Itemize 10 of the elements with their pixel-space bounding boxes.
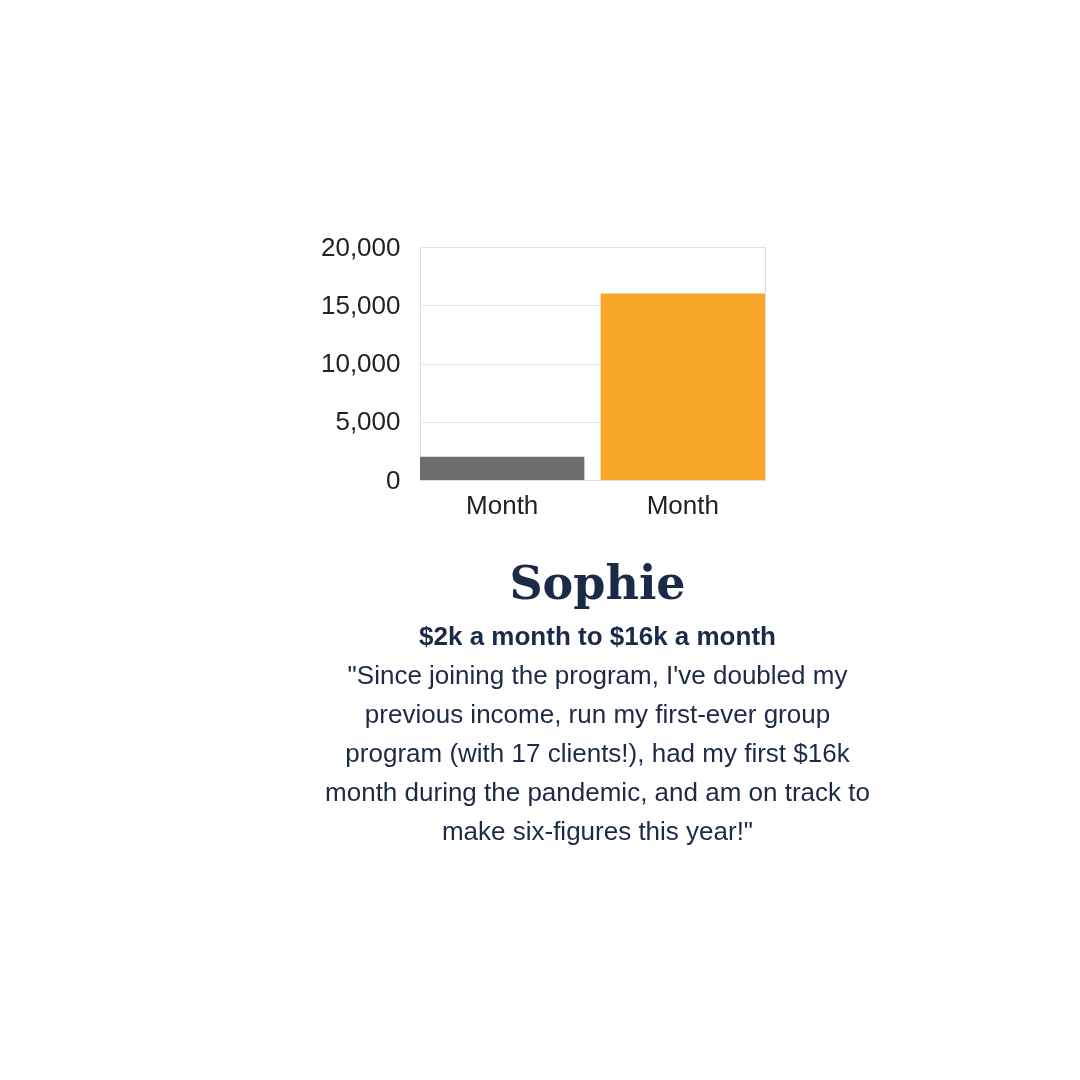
y-tick-label: 5,000	[335, 406, 401, 437]
y-tick-label: 20,000	[320, 231, 401, 262]
x-tick-label: Month	[646, 489, 719, 520]
y-tick-label: 15,000	[320, 289, 401, 320]
x-tick-label: Month	[466, 489, 539, 520]
text: $2k a month to $16k a month	[419, 621, 776, 651]
y-tick-label: 0	[386, 464, 401, 495]
text: Sophie	[509, 556, 686, 610]
y-tick-label: 10,000	[320, 348, 401, 378]
text: "Since joining the program, I've doubled my previous income, run my first-ever group program (with 17 clients!), had my first $16k month during the pandemic, and am on track to make six-figures this year!"	[325, 660, 870, 846]
